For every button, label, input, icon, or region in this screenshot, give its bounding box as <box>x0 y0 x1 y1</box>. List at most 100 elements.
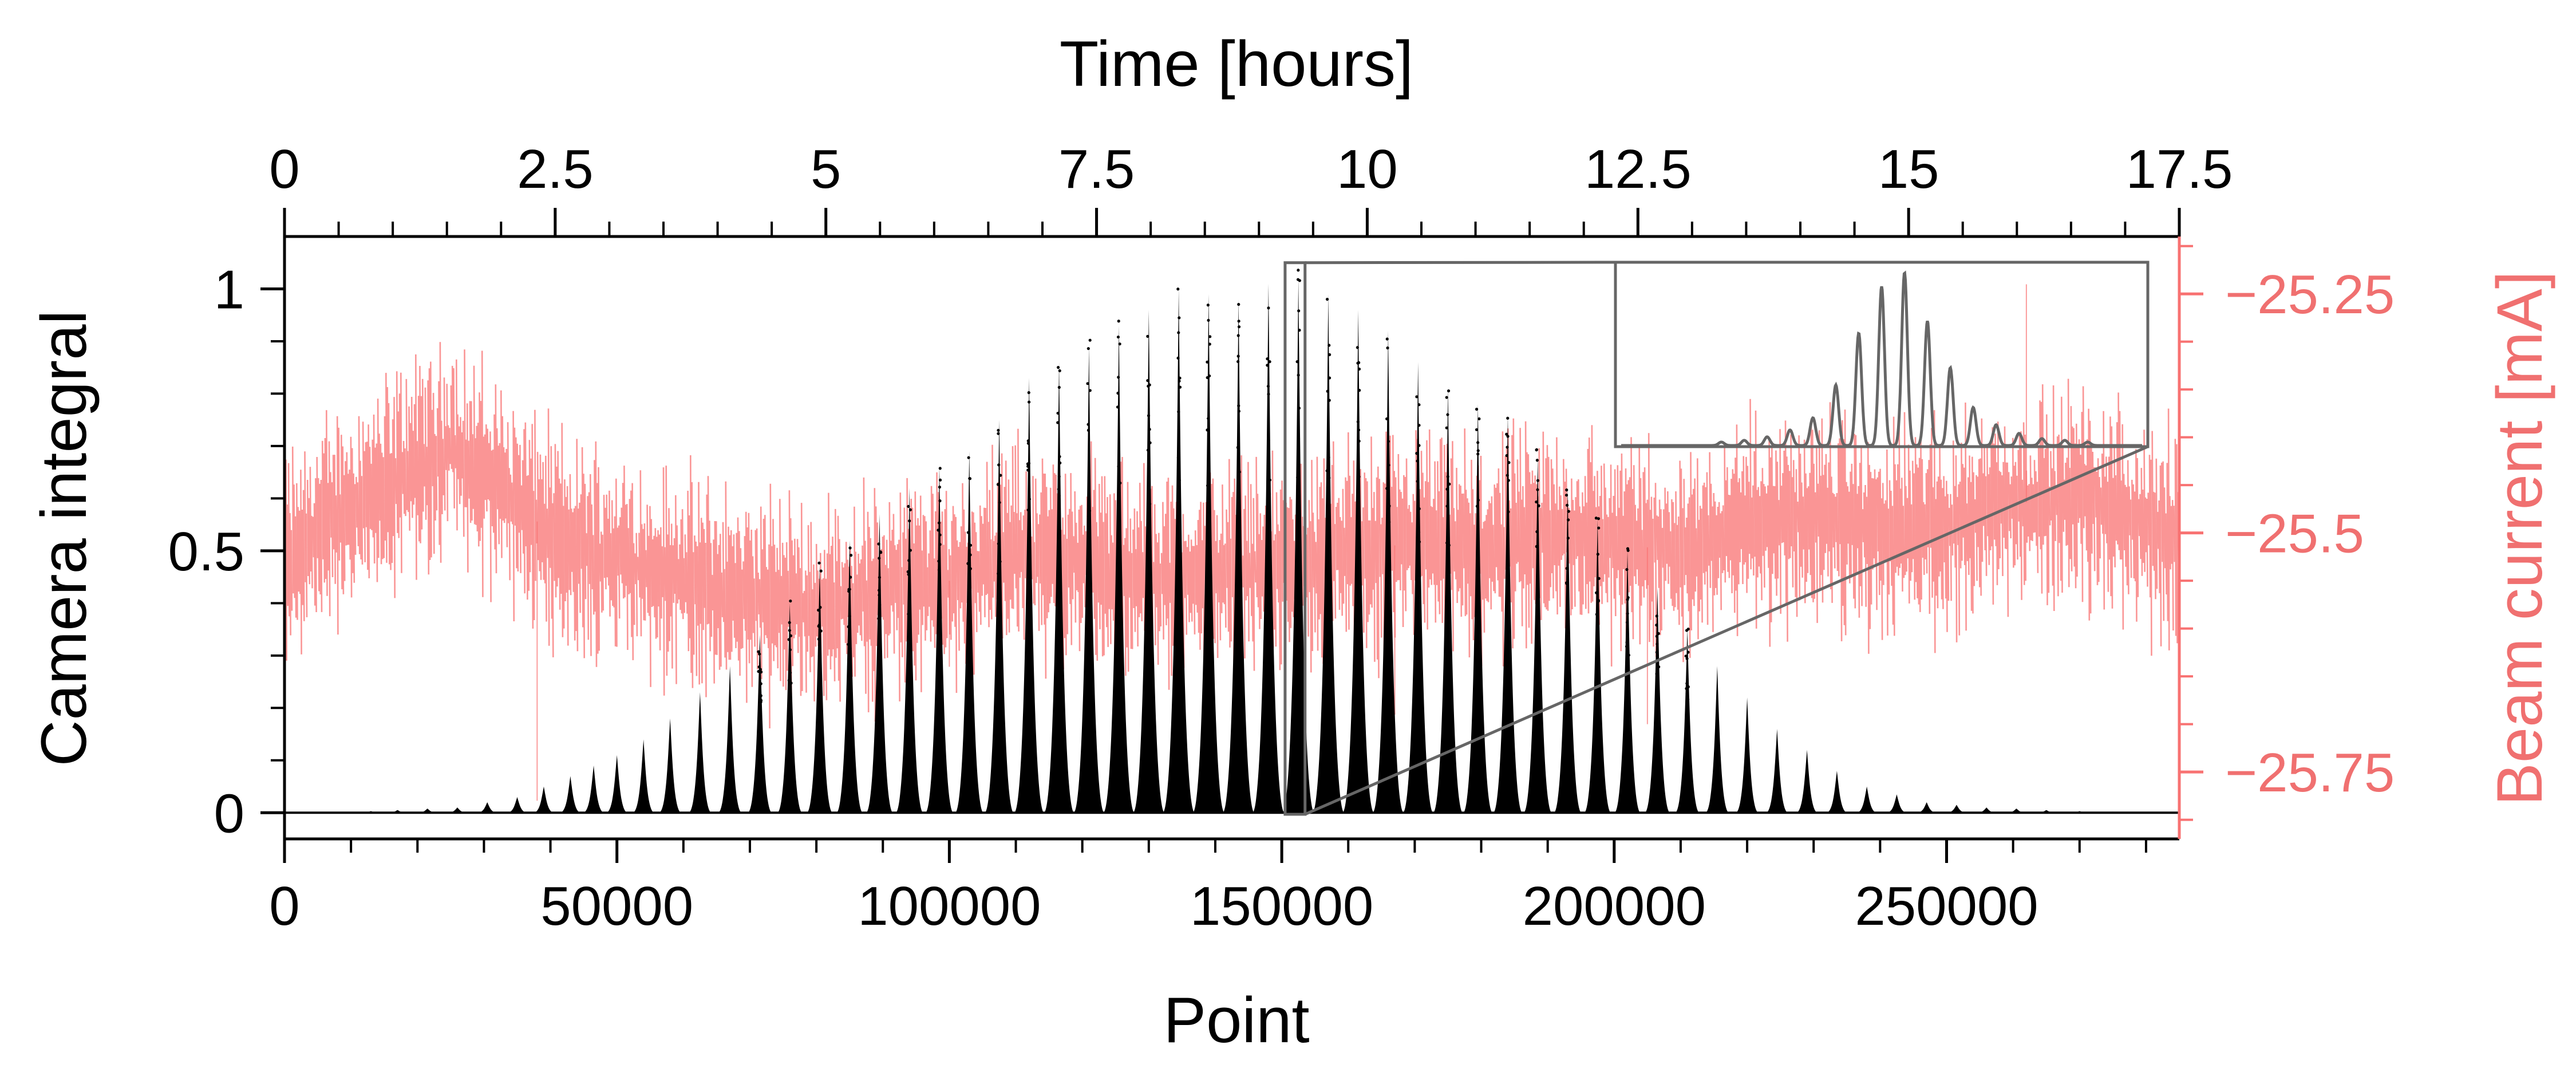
camera-peak <box>559 776 582 813</box>
camera-peak <box>1765 728 1788 813</box>
camera-point <box>1476 541 1480 545</box>
camera-point <box>1445 487 1449 491</box>
camera-point <box>1595 622 1599 626</box>
camera-point <box>1596 553 1599 556</box>
camera-peak <box>417 808 438 813</box>
camera-point <box>847 642 850 646</box>
camera-point <box>938 467 942 470</box>
camera-point <box>1295 360 1299 364</box>
camera-point <box>1117 491 1121 495</box>
camera-point <box>1566 537 1570 540</box>
camera-point <box>1148 428 1151 431</box>
camera-point <box>788 621 791 624</box>
camera-point <box>1056 411 1060 415</box>
camera-point <box>787 679 791 682</box>
camera-point <box>1537 504 1540 507</box>
camera-point <box>1565 503 1569 507</box>
camera-peak <box>1675 629 1700 813</box>
camera-peak <box>1614 550 1641 813</box>
camera-peak <box>955 451 984 813</box>
x-tick-label: 100000 <box>858 876 1041 937</box>
camera-point <box>1385 337 1389 341</box>
camera-point <box>1476 504 1479 508</box>
camera-point <box>1237 404 1240 408</box>
camera-peak <box>985 420 1014 813</box>
camera-peak <box>1493 415 1523 813</box>
camera-point <box>817 637 820 641</box>
camera-point <box>1266 364 1269 367</box>
camera-peak <box>1163 289 1195 813</box>
camera-point <box>1147 490 1151 493</box>
camera-peak <box>2069 811 2090 813</box>
camera-point <box>938 478 942 482</box>
camera-point <box>1146 448 1150 452</box>
camera-point <box>1208 342 1211 346</box>
camera-point <box>1445 426 1448 429</box>
camera-point <box>1057 385 1061 389</box>
camera-peak <box>360 811 382 813</box>
camera-peak <box>1705 666 1729 813</box>
camera-point <box>1597 526 1601 530</box>
camera-point <box>1655 634 1658 638</box>
camera-point <box>1327 476 1331 480</box>
camera-peak <box>447 807 468 813</box>
camera-peak <box>533 786 555 813</box>
camera-point <box>1388 521 1391 524</box>
camera-point <box>1206 360 1209 364</box>
camera-point <box>1535 545 1538 548</box>
camera-point <box>1086 514 1091 518</box>
camera-point <box>1177 331 1180 334</box>
camera-point <box>1237 320 1240 323</box>
camera-point <box>1445 504 1449 508</box>
camera-integral-series <box>285 269 2179 814</box>
camera-point <box>819 606 822 609</box>
camera-point <box>759 694 762 697</box>
camera-peak <box>777 603 803 813</box>
camera-peak <box>1463 404 1493 813</box>
top-x-tick-label: 10 <box>1337 139 1398 200</box>
camera-point <box>998 560 1002 563</box>
camera-point <box>1267 448 1271 451</box>
camera-point <box>1656 667 1660 671</box>
camera-point <box>967 594 971 597</box>
camera-point <box>998 564 1001 567</box>
camera-peak <box>1133 310 1165 813</box>
camera-point <box>1656 642 1659 646</box>
camera-point <box>1267 306 1270 310</box>
camera-point <box>1057 475 1061 478</box>
camera-point <box>1507 461 1511 464</box>
camera-point <box>1655 614 1658 618</box>
camera-point <box>1297 269 1300 272</box>
camera-point <box>1327 399 1331 402</box>
camera-point <box>1056 366 1060 369</box>
camera-point <box>1178 316 1181 320</box>
camera-point <box>1445 541 1449 545</box>
camera-point <box>848 614 851 618</box>
y-tick-label: 0.5 <box>168 521 244 582</box>
camera-point <box>1116 335 1120 339</box>
camera-peak <box>1342 310 1374 813</box>
camera-point <box>1417 540 1421 543</box>
camera-peak <box>1644 587 1670 813</box>
camera-point <box>1446 413 1449 416</box>
camera-peak <box>606 755 628 813</box>
camera-point <box>1087 486 1091 489</box>
camera-point <box>1057 487 1060 491</box>
camera-point <box>819 569 823 573</box>
camera-point <box>1088 338 1092 342</box>
camera-point <box>1086 428 1090 432</box>
camera-point <box>848 588 851 591</box>
camera-peak <box>632 739 655 813</box>
inset-connector-top <box>1305 261 1616 265</box>
camera-point <box>1146 334 1149 338</box>
camera-peak <box>836 540 863 813</box>
camera-peak <box>1252 283 1285 813</box>
camera-point <box>1626 549 1630 552</box>
camera-point <box>1297 309 1301 313</box>
camera-point <box>1536 488 1539 491</box>
camera-peak <box>2036 810 2057 813</box>
camera-point <box>1148 441 1152 444</box>
camera-point <box>1476 441 1480 444</box>
camera-point <box>1535 500 1538 504</box>
